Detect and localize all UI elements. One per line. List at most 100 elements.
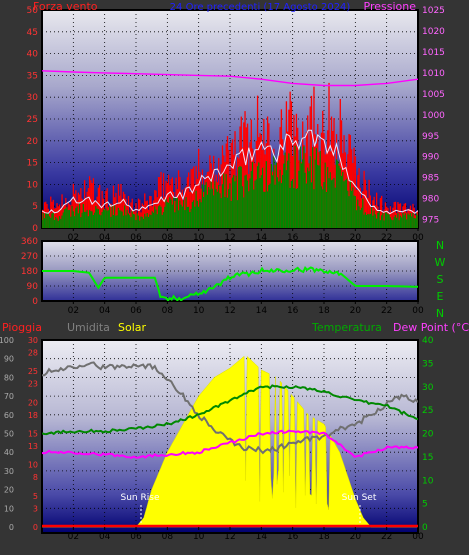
x-tick-label: 02	[68, 306, 79, 316]
x-tick-label: 14	[256, 532, 268, 542]
x-tick-label: 10	[193, 233, 205, 243]
temp-y-tick: 15	[422, 453, 433, 463]
rain-y-tick: 20	[4, 486, 14, 495]
rain-y-tick: 60	[4, 411, 14, 420]
x-tick-label: 06	[130, 532, 142, 542]
wind-y-tick: 50	[27, 6, 39, 16]
pressure-y-tick: 975	[422, 216, 439, 226]
rain-y-tick: 100	[0, 336, 14, 345]
temp-y-tick: 25	[422, 406, 433, 416]
x-tick-label: 14	[256, 306, 268, 316]
wind-y-tick: 25	[27, 115, 38, 125]
rain-y-tick: 70	[4, 392, 14, 401]
compass-e: E	[437, 290, 444, 303]
temp-y-tick: 30	[422, 383, 434, 393]
x-tick-label: 08	[162, 306, 174, 316]
temp-y-tick: 20	[422, 430, 434, 440]
x-tick-label: 12	[224, 306, 235, 316]
x-tick-label: 18	[318, 233, 330, 243]
compass-n-top: N	[436, 239, 444, 252]
wind-y-tick: 0	[32, 224, 38, 234]
compass-n-bottom: N	[436, 307, 444, 320]
temp-y-tick: 35	[422, 359, 433, 369]
direction-line	[42, 266, 418, 301]
wind-y-tick: 30	[27, 93, 39, 103]
dewpoint-axis-title: Dew Point (°C)	[393, 321, 469, 334]
pressure-line	[42, 70, 418, 87]
x-tick-label: 12	[224, 532, 235, 542]
sunset-label: Sun Set	[342, 493, 377, 503]
rain-y-tick: 30	[4, 467, 14, 476]
x-tick-label: 00	[412, 306, 424, 316]
x-tick-label: 04	[99, 233, 111, 243]
wind-grid	[42, 10, 418, 228]
direction-y-tick: 0	[32, 297, 38, 307]
rain-y-tick: 0	[9, 523, 14, 532]
humidity-y-tick: 20	[28, 398, 38, 407]
x-tick-label: 20	[350, 306, 362, 316]
pressure-y-tick: 1020	[422, 27, 445, 37]
rain-y-tick: 50	[4, 430, 14, 439]
x-tick-label: 18	[318, 532, 330, 542]
pressure-y-tick: 1025	[422, 6, 445, 16]
wind-axes: 0510152025303540455097598098599099510001…	[27, 6, 446, 243]
x-tick-label: 22	[381, 306, 392, 316]
x-tick-label: 08	[162, 233, 174, 243]
temperature-line	[42, 384, 418, 436]
x-tick-label: 20	[350, 532, 362, 542]
x-tick-label: 06	[130, 233, 142, 243]
x-tick-label: 00	[412, 233, 424, 243]
humidity-axis-title: Umidita	[67, 321, 110, 334]
temp-axes: 0102030405060708090100035810131518202325…	[0, 336, 434, 542]
x-tick-label: 16	[287, 306, 299, 316]
rain-axis-title: Pioggia	[2, 321, 42, 334]
sunrise-label: Sun Rise	[121, 493, 160, 503]
direction-axes: 0 90 180 270 360 02 04 06 08 10 12 14 16 18 20 22 00	[21, 237, 424, 316]
pressure-y-tick: 990	[422, 153, 439, 163]
rain-y-tick: 80	[4, 373, 14, 382]
temp-y-tick: 40	[422, 336, 434, 346]
wind-y-tick: 10	[27, 180, 39, 190]
humidity-y-tick: 18	[28, 411, 38, 420]
x-tick-label: 16	[287, 532, 299, 542]
chart-title: 24 Ore precedenti (17 Agosto 2024)	[170, 2, 351, 13]
temp-y-tick: 0	[422, 523, 428, 533]
x-tick-label: 04	[99, 532, 111, 542]
pressure-y-tick: 1010	[422, 69, 445, 79]
humidity-y-tick: 5	[33, 492, 38, 501]
wind-y-tick: 40	[27, 50, 39, 60]
x-tick-label: 08	[162, 532, 174, 542]
x-tick-label: 18	[318, 306, 330, 316]
rain-y-tick: 40	[4, 448, 14, 457]
wind-mean-line	[42, 129, 418, 215]
x-tick-label: 00	[412, 532, 424, 542]
wind-y-tick: 35	[27, 71, 38, 81]
x-tick-label: 22	[381, 532, 392, 542]
rain-y-tick: 90	[4, 355, 14, 364]
humidity-y-tick: 3	[33, 504, 38, 513]
pressure-y-tick: 1000	[422, 111, 445, 121]
direction-series	[42, 266, 418, 301]
wind-y-tick: 20	[27, 137, 39, 147]
wind-y-tick: 45	[27, 28, 38, 38]
temp-y-tick: 5	[422, 500, 428, 510]
humidity-y-tick: 0	[33, 523, 38, 532]
x-tick-label: 20	[350, 233, 362, 243]
direction-grid	[42, 241, 418, 301]
x-tick-label: 04	[99, 306, 111, 316]
x-tick-label: 16	[287, 233, 299, 243]
pressure-y-tick: 980	[422, 195, 439, 205]
pressure-y-tick: 1005	[422, 90, 445, 100]
direction-y-tick: 90	[27, 282, 39, 292]
wind-y-tick: 15	[27, 159, 38, 169]
wind-series	[42, 82, 418, 228]
humidity-line	[42, 361, 418, 455]
x-tick-label: 22	[381, 233, 392, 243]
humidity-y-tick: 30	[28, 336, 38, 345]
pressure-series	[42, 70, 418, 87]
humidity-y-tick: 13	[28, 442, 38, 451]
direction-y-tick: 360	[21, 237, 38, 247]
wind-y-tick: 5	[32, 202, 38, 212]
pressure-y-tick: 985	[422, 174, 439, 184]
